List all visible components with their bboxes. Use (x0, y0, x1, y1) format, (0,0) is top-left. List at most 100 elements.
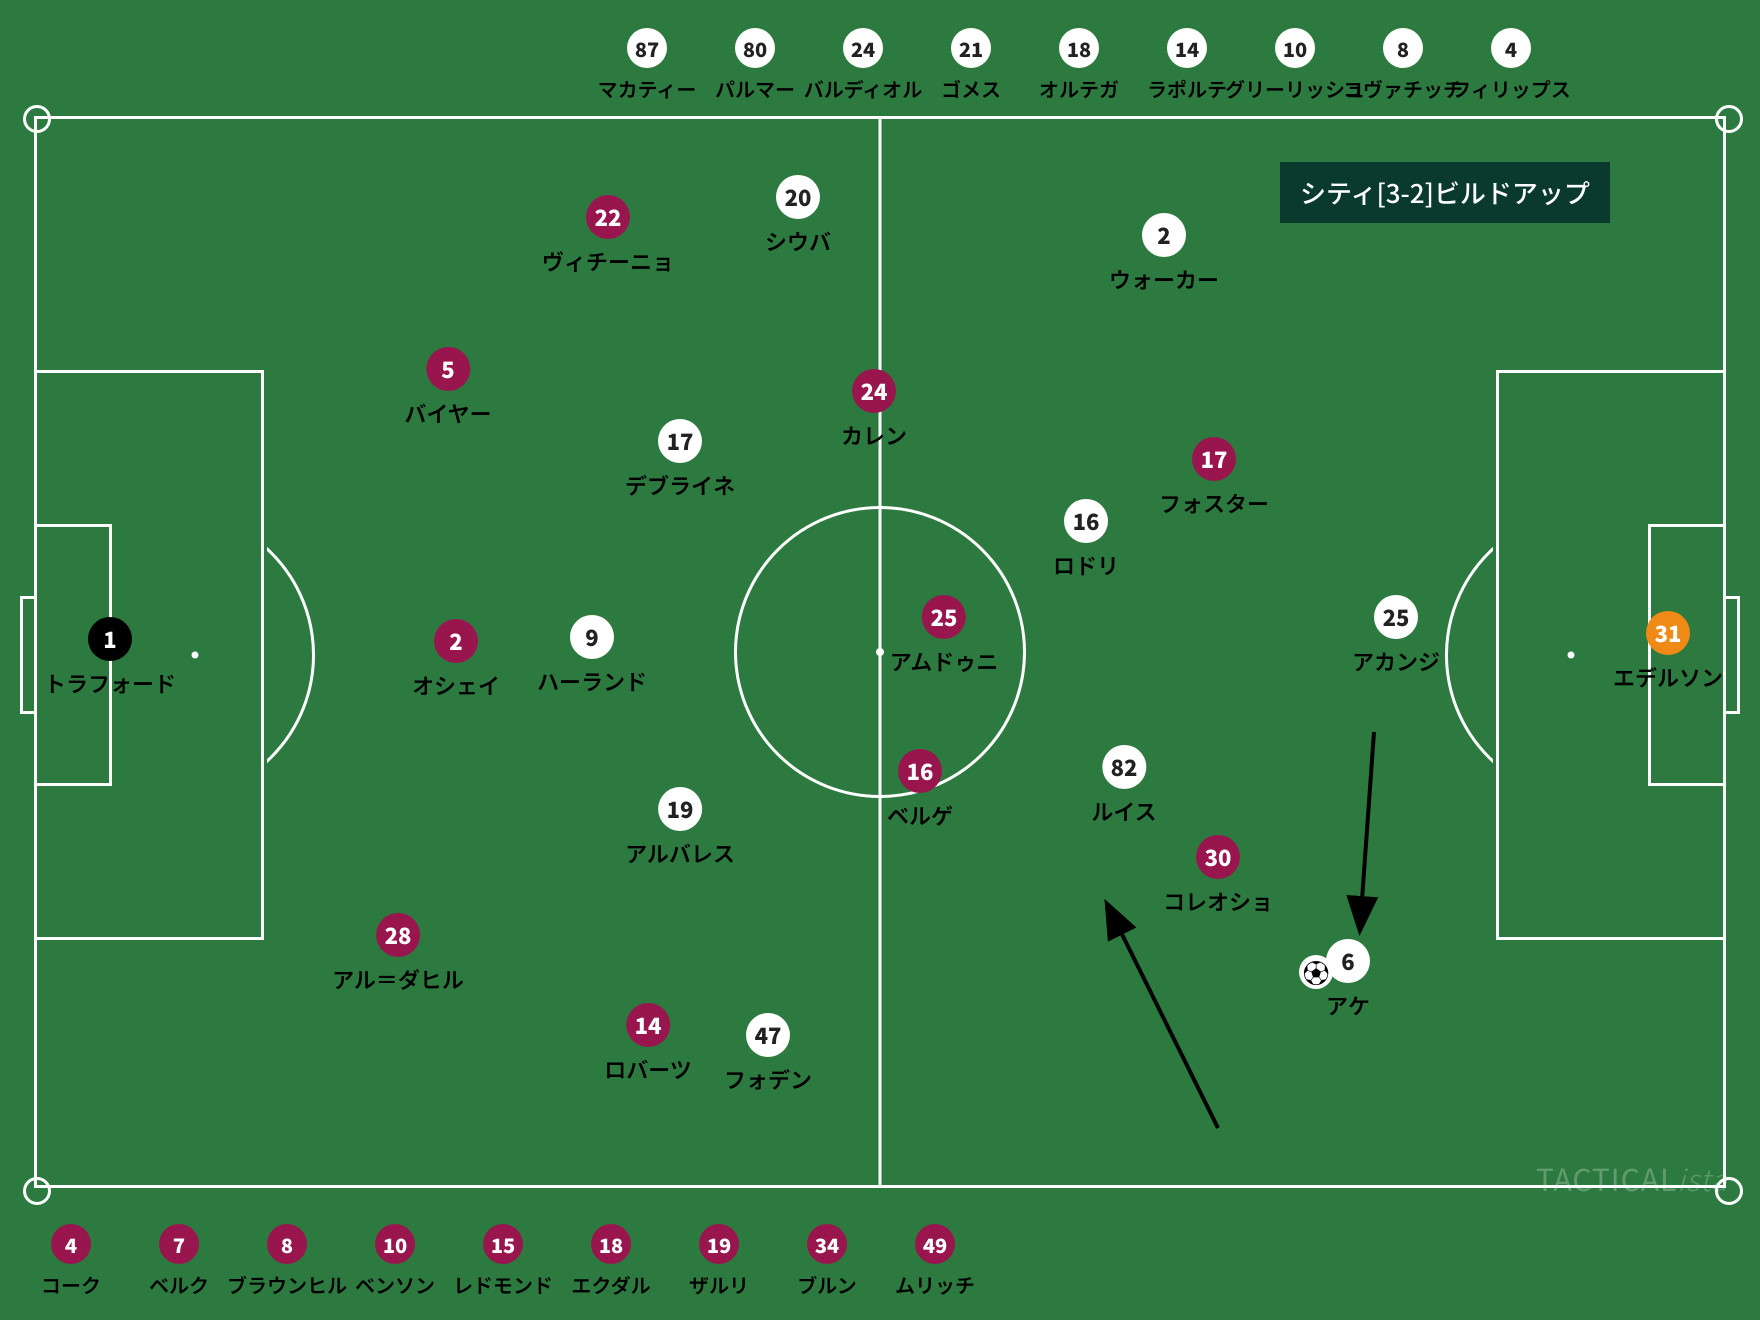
player-disc: 17 (1192, 437, 1236, 481)
bench-bottom: 4コーク7ベルク8ブラウンヒル10ベンソン15レドモンド18エクダル19ザルリ3… (38, 1224, 968, 1299)
player-marker: 16ロドリ (1053, 499, 1119, 581)
bench-name: オルテガ (1039, 74, 1119, 103)
bench-player: 10ベンソン (362, 1224, 428, 1299)
player-name: アルバレス (625, 837, 735, 869)
bench-name: エクダル (571, 1270, 650, 1299)
diagram-title: シティ[3-2]ビルドアップ (1280, 162, 1610, 223)
player-name: バイヤー (404, 397, 491, 429)
bench-disc: 80 (735, 28, 775, 68)
bench-player: 49ムリッチ (902, 1224, 968, 1299)
player-name: シウバ (765, 225, 831, 257)
player-name: アカンジ (1352, 645, 1440, 677)
bench-name: ゴメス (941, 74, 1001, 103)
player-marker: 19 アルバレス (625, 787, 735, 869)
player-disc: 9 (570, 615, 614, 659)
player-disc: 1 (88, 617, 132, 661)
bench-disc: 18 (1059, 28, 1099, 68)
player-marker: 17 フォスター (1159, 437, 1269, 519)
bench-name: ベンソン (355, 1270, 435, 1299)
pitch (34, 116, 1726, 1188)
player-disc: 16 (1064, 499, 1108, 543)
player-disc: 28 (376, 913, 420, 957)
bench-name: コヴァチッチ (1343, 74, 1463, 103)
bench-player: 21 ゴメス (938, 28, 1004, 103)
player-name: アル＝ダヒル (332, 963, 464, 995)
player-name: ウォーカー (1109, 263, 1219, 295)
player-disc: 30 (1196, 835, 1240, 879)
player-name: フォスター (1159, 487, 1269, 519)
bench-player: 7 ベルク (146, 1224, 212, 1299)
bench-player: 18エクダル (578, 1224, 644, 1299)
player-disc: 22 (586, 195, 630, 239)
player-name: コレオショ (1163, 885, 1273, 917)
player-marker: 31 エデルソン (1613, 611, 1723, 693)
watermark: TACTICALista (1536, 1156, 1728, 1200)
bench-disc: 21 (951, 28, 991, 68)
bench-player: 87マカティー (614, 28, 680, 103)
player-marker: 2オシェイ (412, 619, 500, 701)
bench-player: 4フィリップス (1478, 28, 1544, 103)
bench-name: ブルン (797, 1270, 857, 1299)
bench-name: フィリップス (1451, 74, 1571, 103)
bench-player: 8ブラウンヒル (254, 1224, 320, 1299)
player-marker: 24 カレン (841, 369, 907, 451)
player-marker: 30 コレオショ (1163, 835, 1273, 917)
bench-disc: 7 (159, 1224, 199, 1264)
bench-player: 4コーク (38, 1224, 104, 1299)
bench-disc: 34 (807, 1224, 847, 1264)
player-marker: 9ハーランド (537, 615, 647, 697)
bench-disc: 19 (699, 1224, 739, 1264)
player-disc: 2 (1142, 213, 1186, 257)
bench-disc: 8 (267, 1224, 307, 1264)
player-disc: 5 (426, 347, 470, 391)
bench-name: ラポルテ (1147, 74, 1227, 103)
bench-name: コーク (41, 1270, 101, 1299)
player-disc: 31 (1646, 611, 1690, 655)
player-name: ルイス (1091, 795, 1156, 827)
player-marker: 28 アル＝ダヒル (332, 913, 464, 995)
player-disc: 82 (1102, 745, 1146, 789)
player-name: エデルソン (1613, 661, 1723, 693)
player-disc: 24 (852, 369, 896, 413)
player-name: アケ (1326, 989, 1370, 1021)
player-marker: 2 ウォーカー (1109, 213, 1219, 295)
bench-disc: 10 (375, 1224, 415, 1264)
player-name: カレン (841, 419, 907, 451)
player-disc: 2 (434, 619, 478, 663)
bench-player: 34 ブルン (794, 1224, 860, 1299)
player-name: トラフォード (44, 667, 176, 699)
bench-player: 19ザルリ (686, 1224, 752, 1299)
player-disc: 25 (922, 595, 966, 639)
player-disc: 47 (746, 1013, 790, 1057)
player-disc: 16 (898, 749, 942, 793)
bench-name: ベルク (149, 1270, 209, 1299)
diagram-title-text: シティ[3-2]ビルドアップ (1300, 174, 1590, 211)
watermark-b: ista (1677, 1156, 1728, 1200)
player-marker: 16 ベルゲ (887, 749, 953, 831)
player-disc: 19 (658, 787, 702, 831)
bench-name: パルマー (715, 74, 795, 103)
bench-name: バルディオル (804, 74, 923, 103)
bench-player: 10グリーリッシュ (1262, 28, 1328, 103)
bench-player: 80パルマー (722, 28, 788, 103)
bench-name: ブラウンヒル (227, 1270, 347, 1299)
bench-player: 14ラポルテ (1154, 28, 1220, 103)
bench-name: マカティー (598, 74, 697, 103)
bench-name: レドモンド (453, 1270, 553, 1299)
player-marker: 14ロバーツ (604, 1003, 692, 1085)
bench-disc: 8 (1383, 28, 1423, 68)
bench-disc: 15 (483, 1224, 523, 1264)
bench-player: 18オルテガ (1046, 28, 1112, 103)
player-marker: 47フォデン (724, 1013, 812, 1095)
bench-player: 8コヴァチッチ (1370, 28, 1436, 103)
player-disc: 25 (1374, 595, 1418, 639)
player-marker: 25アムドゥニ (890, 595, 998, 677)
player-name: ヴィチーニョ (542, 245, 674, 277)
bench-player: 24バルディオル (830, 28, 896, 103)
bench-disc: 14 (1167, 28, 1207, 68)
bench-name: ムリッチ (895, 1270, 975, 1299)
player-marker: 17デブライネ (625, 419, 735, 501)
player-name: デブライネ (625, 469, 735, 501)
player-name: ベルゲ (887, 799, 953, 831)
player-disc: 20 (776, 175, 820, 219)
